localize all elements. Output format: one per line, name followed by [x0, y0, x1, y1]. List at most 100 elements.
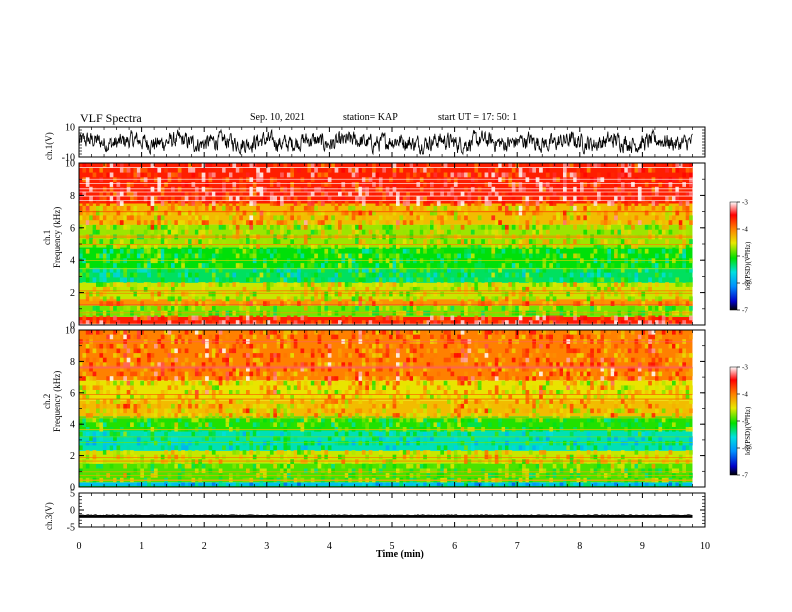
- spectrogram-cell: [300, 224, 305, 230]
- spectrogram-cell: [460, 440, 465, 446]
- spectrogram-cell: [300, 177, 305, 183]
- spectrogram-cell: [266, 376, 271, 381]
- spectrogram-cell: [79, 253, 83, 259]
- spectrogram-cell: [276, 468, 281, 474]
- spectrogram-cell: [382, 463, 386, 469]
- spectrogram-cell: [160, 445, 165, 450]
- spectrogram-cell: [273, 422, 277, 427]
- spectrogram-cell: [334, 205, 339, 211]
- spectrogram-cell: [235, 436, 240, 441]
- spectrogram-cell: [494, 385, 499, 390]
- spectrogram-cell: [136, 362, 141, 367]
- spectrogram-cell: [307, 301, 312, 306]
- spectrogram-cell: [511, 234, 516, 240]
- spectrogram-cell: [273, 201, 277, 206]
- spectrogram-cell: [402, 229, 407, 235]
- spectrogram-cell: [283, 263, 288, 268]
- spectrogram-cell: [263, 267, 267, 273]
- spectrogram-cell: [242, 376, 247, 381]
- spectrogram-cell: [321, 229, 325, 235]
- spectrogram-cell: [477, 399, 482, 404]
- spectrogram-cell: [198, 371, 202, 377]
- spectrogram-cell: [494, 172, 499, 178]
- spectrogram-cell: [317, 244, 322, 249]
- spectrogram-cell: [440, 440, 444, 446]
- spectrogram-cell: [290, 234, 294, 240]
- spectrogram-cell: [341, 263, 346, 268]
- spectrogram-cell: [375, 201, 380, 206]
- spectrogram-cell: [334, 376, 339, 381]
- spectrogram-cell: [150, 463, 155, 469]
- spectrogram-cell: [252, 376, 257, 381]
- spectrogram-cell: [286, 244, 291, 249]
- spectrogram-cell: [276, 403, 281, 409]
- spectrogram-cell: [211, 450, 216, 455]
- spectrogram-cell: [334, 172, 339, 178]
- spectrogram-cell: [327, 177, 332, 183]
- spectrogram-cell: [600, 277, 605, 283]
- spectrogram-cell: [157, 305, 162, 311]
- spectrogram-cell: [164, 436, 168, 441]
- spectrogram-cell: [378, 330, 383, 335]
- spectrogram-cell: [576, 191, 581, 197]
- spectrogram-cell: [208, 239, 213, 244]
- spectrogram-cell: [154, 454, 158, 460]
- spectrogram-cell: [276, 296, 281, 302]
- spectrogram-cell: [191, 463, 196, 469]
- spectrogram-cell: [617, 191, 622, 197]
- spectrogram-cell: [119, 454, 124, 460]
- spectrogram-cell: [525, 301, 530, 306]
- spectrogram-cell: [96, 330, 100, 335]
- spectrogram-cell: [283, 334, 288, 340]
- spectrogram-cell: [133, 205, 138, 211]
- spectrogram-cell: [372, 459, 376, 464]
- spectrogram-cell: [300, 450, 305, 455]
- spectrogram-cell: [641, 301, 646, 306]
- spectrogram-cell: [283, 296, 288, 302]
- spectrogram-cell: [488, 366, 492, 372]
- spectrogram-cell: [126, 191, 131, 197]
- spectrogram-cell: [280, 301, 284, 306]
- spectrogram-cell: [171, 413, 175, 418]
- spectrogram-cell: [678, 201, 683, 206]
- spectrogram-cell: [348, 205, 352, 211]
- spectrogram-cell: [157, 182, 162, 187]
- spectrogram-cell: [201, 234, 206, 240]
- spectrogram-cell: [99, 357, 104, 363]
- spectrogram-cell: [171, 315, 175, 321]
- spectrogram-cell: [276, 417, 281, 423]
- spectrogram-cell: [539, 229, 543, 235]
- spectrogram-cell: [600, 239, 605, 244]
- spectrogram-cell: [246, 390, 250, 395]
- spectrogram-cell: [280, 463, 284, 469]
- spectrogram-cell: [372, 408, 376, 414]
- spectrogram-cell: [334, 220, 339, 225]
- spectrogram-cell: [372, 253, 376, 259]
- spectrogram-cell: [668, 191, 673, 197]
- spectrogram-cell: [416, 172, 421, 178]
- spectrogram-cell: [494, 445, 499, 450]
- spectrogram-cell: [443, 163, 448, 168]
- spectrogram-cell: [89, 459, 93, 464]
- spectrogram-cell: [194, 177, 199, 183]
- spectrogram-cell: [586, 205, 591, 211]
- spectrogram-cell: [327, 196, 332, 202]
- spectrogram-cell: [375, 417, 380, 423]
- spectrogram-cell: [494, 431, 499, 437]
- spectrogram-cell: [136, 440, 141, 446]
- spectrogram-cell: [314, 305, 318, 311]
- spectrogram-cell: [563, 172, 567, 178]
- spectrogram-cell: [177, 177, 182, 183]
- spectrogram-cell: [600, 272, 605, 278]
- spectrogram-cell: [218, 263, 223, 268]
- spectrogram-cell: [573, 177, 577, 183]
- spectrogram-cell: [338, 296, 342, 302]
- spectrogram-cell: [361, 291, 366, 297]
- spectrogram-cell: [324, 172, 329, 178]
- spectrogram-cell: [321, 248, 325, 254]
- spectrogram-cell: [399, 334, 404, 340]
- spectrogram-cell: [136, 463, 141, 469]
- spectrogram-cell: [82, 417, 87, 423]
- spectrogram-cell: [545, 224, 550, 230]
- spectrogram-cell: [491, 371, 496, 377]
